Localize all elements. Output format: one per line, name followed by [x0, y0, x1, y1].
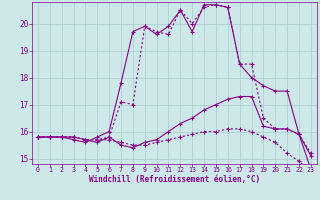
X-axis label: Windchill (Refroidissement éolien,°C): Windchill (Refroidissement éolien,°C) [89, 175, 260, 184]
